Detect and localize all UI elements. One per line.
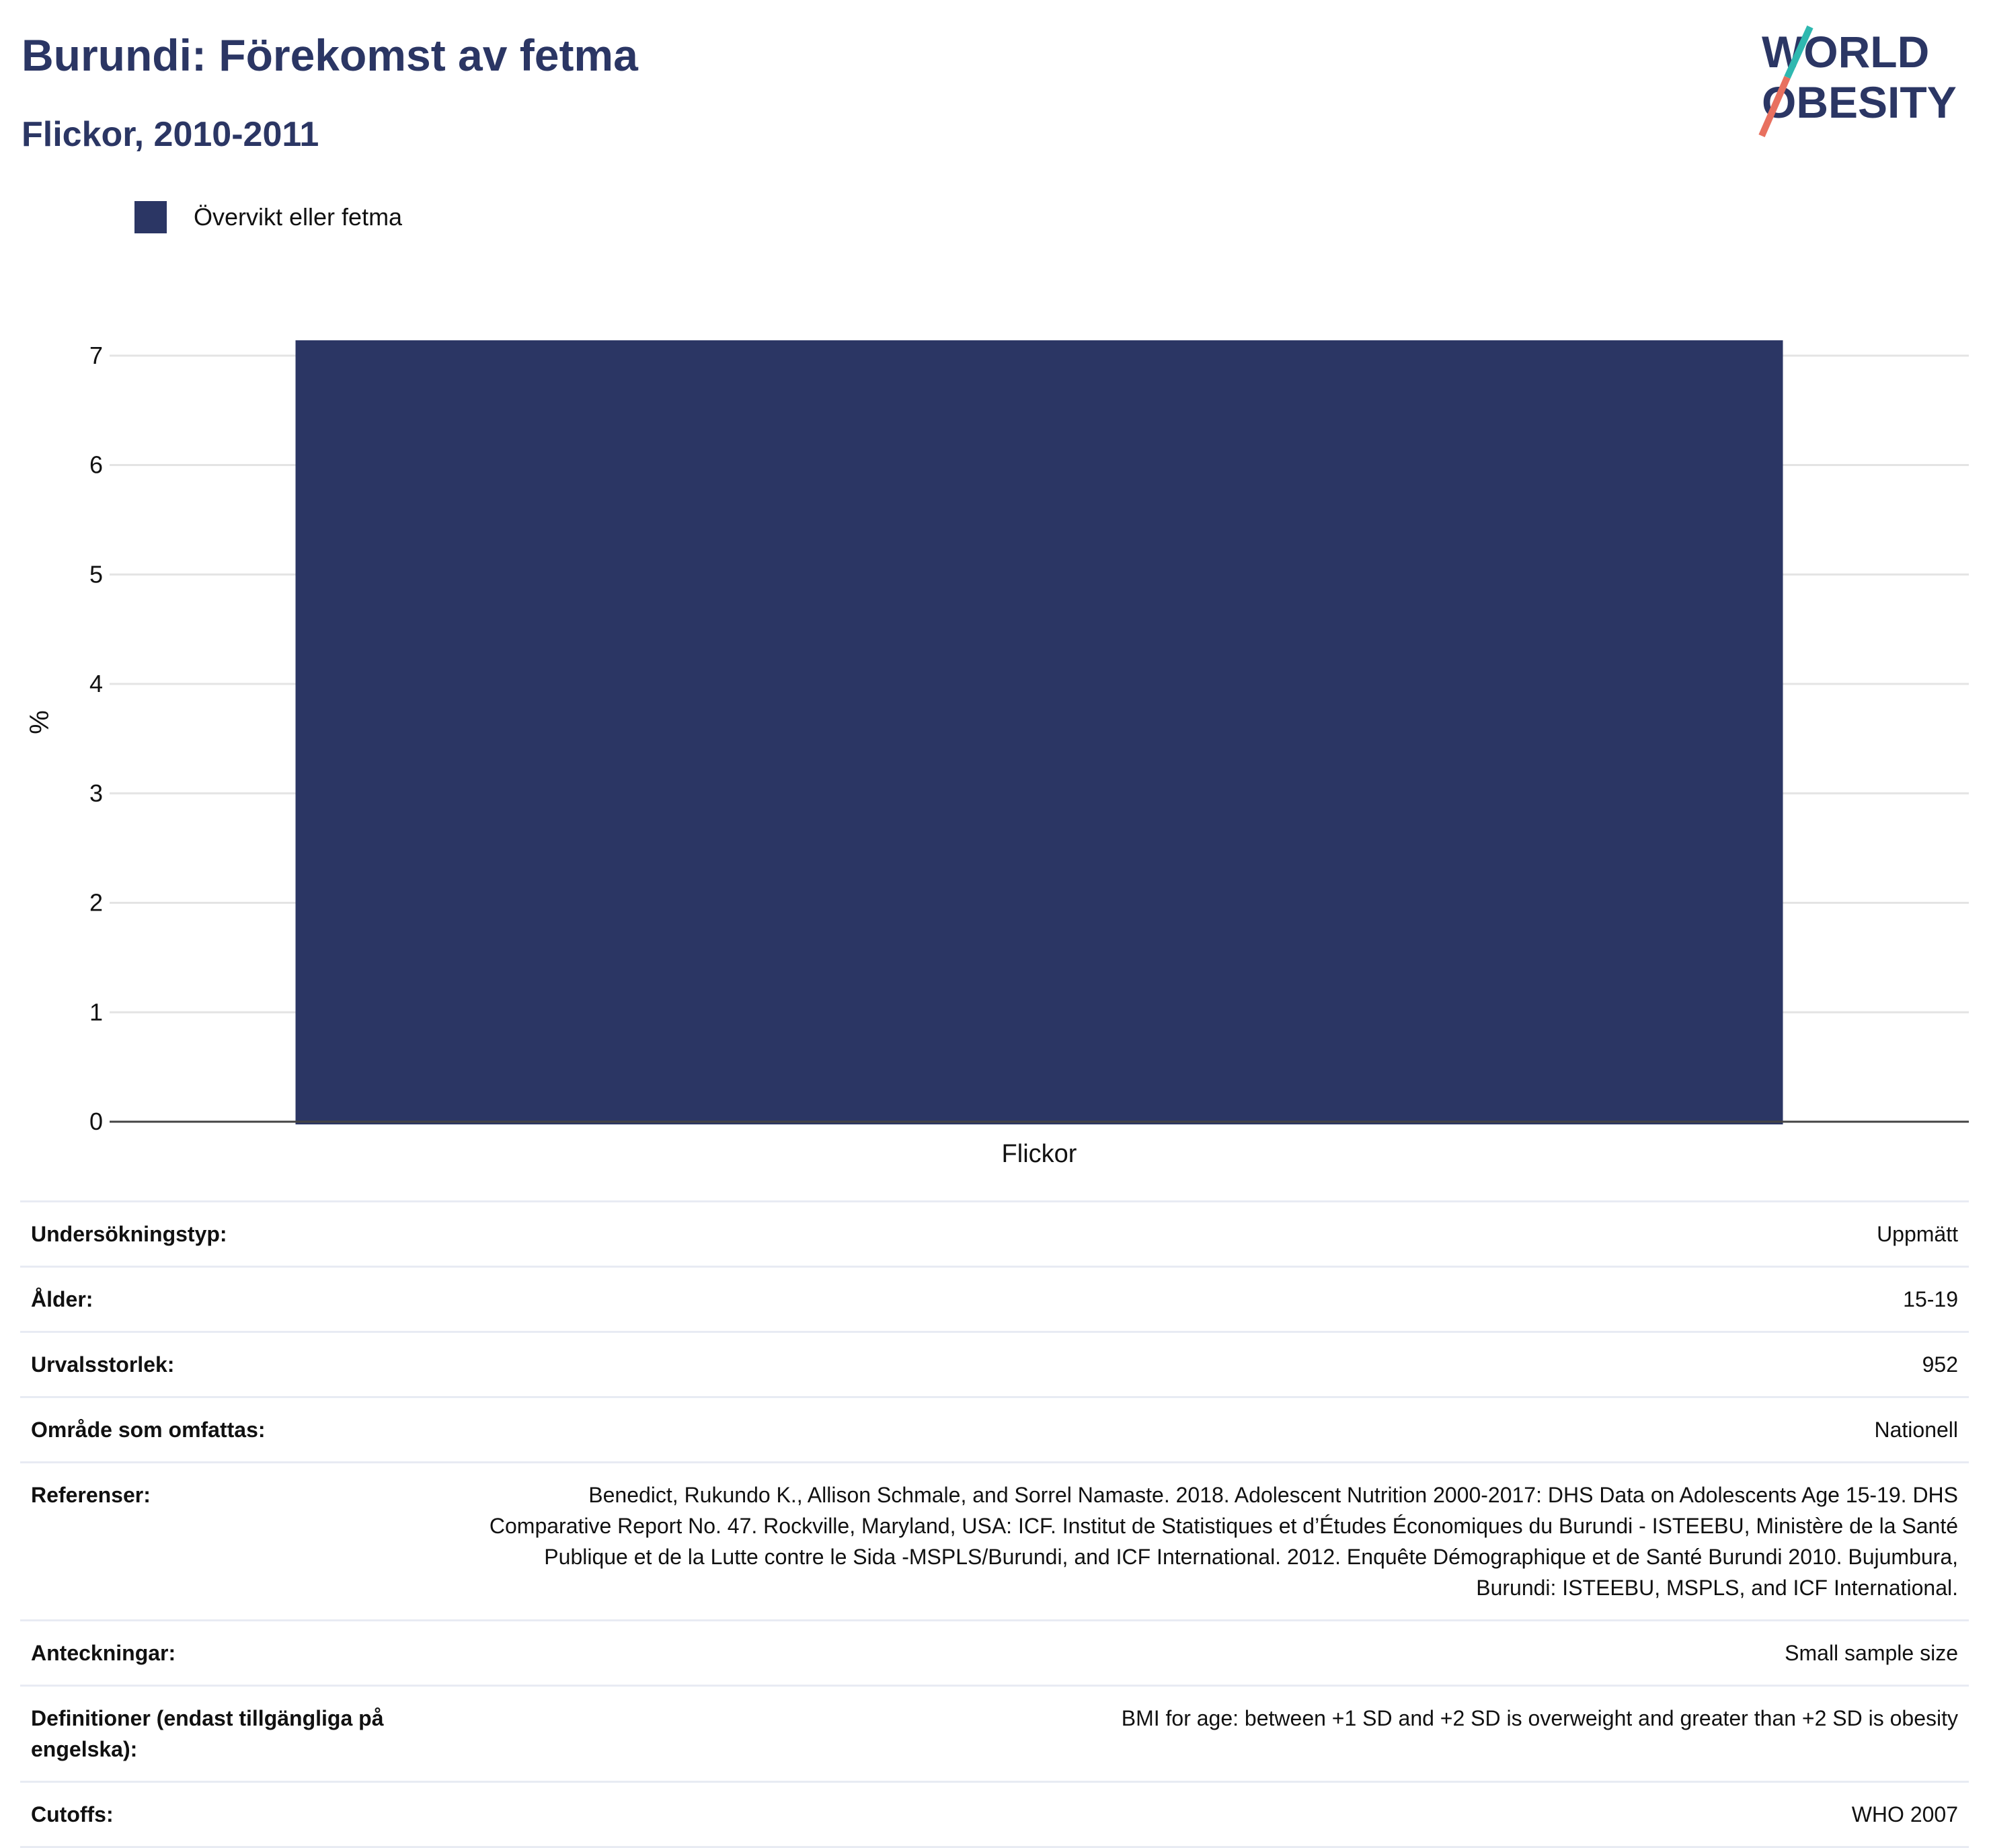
details-label: Cutoffs: — [20, 1781, 459, 1848]
details-value: 15-19 — [459, 1266, 1969, 1332]
y-axis-label: % — [25, 710, 54, 734]
bar-chart: 0 1 2 3 4 5 6 7 Flickor% — [25, 340, 1969, 1168]
details-label: Område som omfattas: — [20, 1396, 459, 1463]
y-tick-label: 7 — [89, 342, 103, 369]
details-label: Anteckningar: — [20, 1619, 459, 1686]
y-tick-label: 5 — [89, 560, 103, 588]
details-row: Definitioner (endast tillgängliga på eng… — [20, 1685, 1969, 1782]
x-tick-label: Flickor — [1002, 1140, 1077, 1168]
details-row: Ålder: 15-19 — [20, 1266, 1969, 1332]
details-value: WHO 2007 — [459, 1781, 1969, 1848]
page-subtitle: Flickor, 2010-2011 — [22, 115, 319, 154]
world-obesity-logo: WORLD OBESITY — [1758, 25, 1957, 138]
details-value: Nationell — [459, 1396, 1969, 1463]
logo-line1: WORLD — [1762, 27, 1929, 77]
logo-slash-top — [1784, 25, 1814, 79]
legend-label: Övervikt eller fetma — [194, 203, 403, 231]
bar — [295, 340, 1783, 1125]
details-label: Ålder: — [20, 1266, 459, 1332]
details-row: Område som omfattas: Nationell — [20, 1396, 1969, 1463]
logo-slash-bottom — [1758, 75, 1791, 138]
y-tick-label: 6 — [89, 451, 103, 479]
details-value: 952 — [459, 1331, 1969, 1397]
chart-legend: Övervikt eller fetma — [134, 200, 402, 234]
details-row: Anteckningar: Small sample size — [20, 1619, 1969, 1686]
y-tick-label: 4 — [89, 670, 103, 697]
details-value: Uppmätt — [459, 1200, 1969, 1267]
y-tick-label: 1 — [89, 998, 103, 1026]
details-row: Cutoffs: WHO 2007 — [20, 1781, 1969, 1848]
details-label: Referenser: — [20, 1461, 459, 1621]
details-value: Benedict, Rukundo K., Allison Schmale, a… — [459, 1461, 1969, 1621]
details-value: Small sample size — [459, 1619, 1969, 1686]
page-title: Burundi: Förekomst av fetma — [22, 30, 638, 80]
details-label: Definitioner (endast tillgängliga på eng… — [20, 1685, 459, 1782]
logo-line2: OBESITY — [1762, 77, 1957, 127]
details-row: Urvalsstorlek: 952 — [20, 1331, 1969, 1397]
details-label: Urvalsstorlek: — [20, 1331, 459, 1397]
y-tick-label: 2 — [89, 889, 103, 917]
details-table: Undersökningstyp: Uppmätt Ålder: 15-19 Urval… — [20, 1200, 1969, 1848]
y-tick-label: 3 — [89, 779, 103, 807]
details-label: Undersökningstyp: — [20, 1200, 459, 1267]
y-tick-label: 0 — [89, 1108, 103, 1135]
legend-swatch — [134, 201, 167, 233]
details-value: BMI for age: between +1 SD and +2 SD is … — [459, 1685, 1969, 1782]
details-row: Undersökningstyp: Uppmätt — [20, 1200, 1969, 1267]
details-row: Referenser: Benedict, Rukundo K., Allison… — [20, 1461, 1969, 1621]
